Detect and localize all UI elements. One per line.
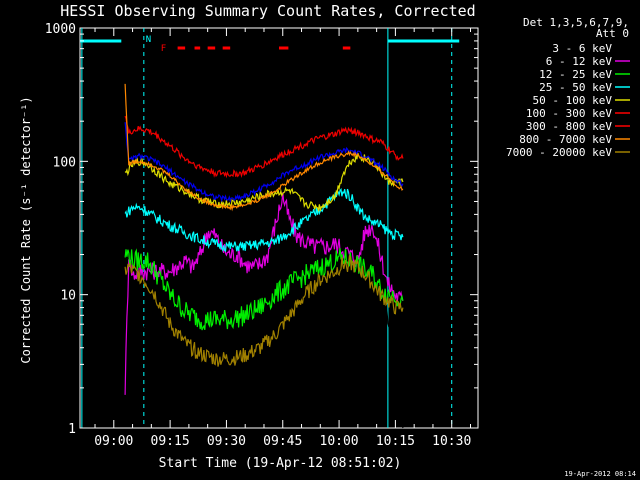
y-tick-label: 1000	[45, 22, 76, 37]
series-line	[124, 122, 404, 204]
series-line	[124, 83, 404, 212]
legend-entry-label: 50 - 100 keV	[533, 94, 613, 107]
legend-entry-label: 100 - 300 keV	[526, 107, 612, 120]
flag-label: F	[161, 44, 166, 54]
x-tick-label: 10:15	[376, 434, 415, 449]
legend-entry-label: 6 - 12 keV	[546, 55, 613, 68]
series-layer	[124, 83, 404, 429]
x-tick-label: 10:00	[320, 434, 359, 449]
legend-entry-label: 25 - 50 keV	[539, 81, 612, 94]
x-tick-label: 09:30	[207, 434, 246, 449]
flag-label: N	[146, 35, 151, 45]
legend-entry-label: 7000 - 20000 keV	[506, 146, 612, 159]
plot-frame	[79, 27, 479, 429]
y-tick-label: 100	[53, 155, 76, 170]
y-axis-label: Corrected Count Rate (s⁻¹ detector⁻¹)	[19, 96, 33, 363]
series-line	[124, 248, 404, 331]
series-line	[124, 254, 404, 367]
legend-entry-label: 800 - 7000 keV	[519, 133, 612, 146]
legend-entry-label: 12 - 25 keV	[539, 68, 612, 81]
x-tick-label: 09:45	[263, 434, 302, 449]
legend-header-line-1: Det 1,3,5,6,7,9,	[523, 16, 629, 29]
ticks-layer: 1 10 100 1000 09:00 09:15 09:30 09:45 10:00 10:15…	[45, 22, 478, 449]
y-tick-label: 1	[68, 422, 76, 437]
legend-entry-label: 3 - 6 keV	[552, 42, 612, 55]
x-tick-label: 10:30	[432, 434, 471, 449]
legend-entry-label: 300 - 800 keV	[526, 120, 612, 133]
x-tick-label: 09:00	[94, 434, 133, 449]
x-tick-label: 09:15	[151, 434, 190, 449]
flags-layer: NF	[80, 35, 460, 54]
footer-timestamp: 19-Apr-2012 08:14	[564, 470, 636, 478]
y-tick-label: 10	[60, 289, 76, 304]
legend-header-line-2: Att 0	[596, 27, 629, 40]
chart-title: HESSI Observing Summary Count Rates, Cor…	[60, 2, 475, 20]
series-line	[124, 187, 404, 253]
series-line	[124, 115, 404, 179]
x-axis-label: Start Time (19-Apr-12 08:51:02)	[159, 456, 402, 471]
plot-area	[79, 27, 479, 429]
